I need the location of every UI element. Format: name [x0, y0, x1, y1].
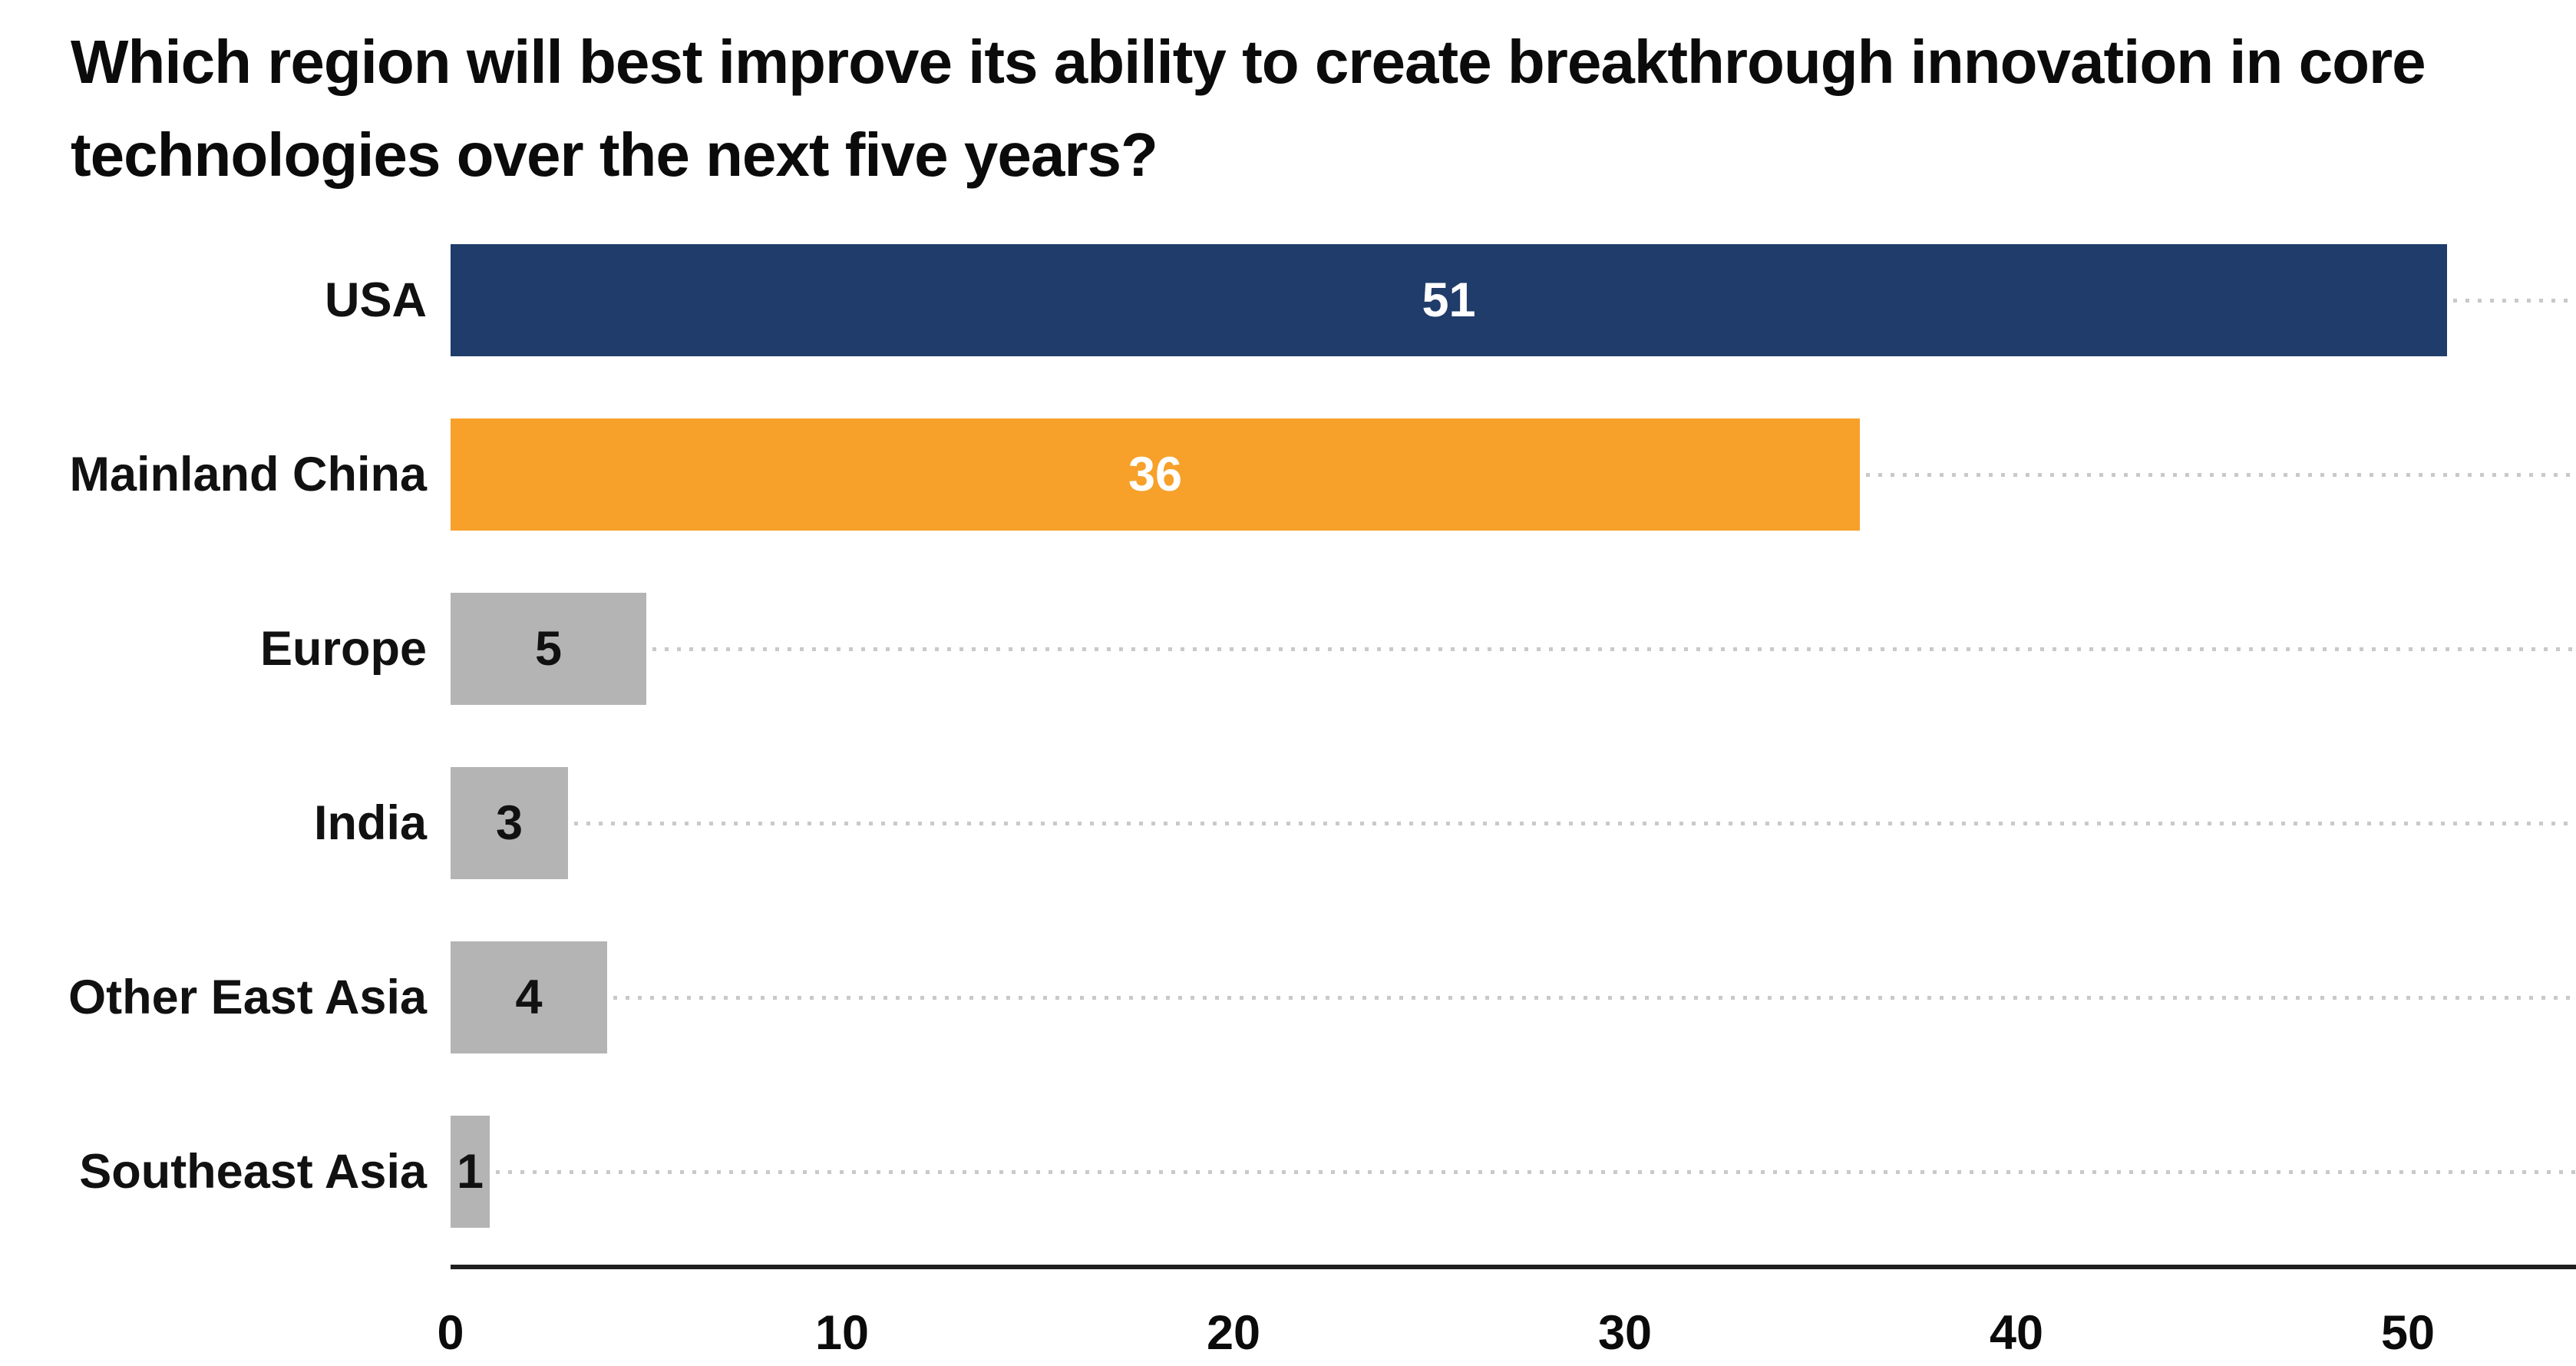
category-label: USA — [324, 273, 427, 327]
category-label: Europe — [259, 622, 427, 676]
bar-southeast-asia: 1 — [451, 1116, 490, 1228]
bar-mainland-china: 36 — [451, 418, 1860, 531]
gridline-dotted — [2453, 299, 2576, 303]
category-label: Southeast Asia — [79, 1145, 427, 1199]
x-axis-tick-label: 10 — [814, 1306, 870, 1360]
value-label: 3 — [495, 796, 523, 850]
value-label: 51 — [1422, 273, 1476, 327]
x-axis-tick-label: 40 — [1989, 1306, 2044, 1360]
x-axis-tick-label: 20 — [1206, 1306, 1261, 1360]
x-axis-tick-label: 0 — [437, 1306, 464, 1360]
value-label: 1 — [456, 1145, 484, 1199]
gridline-dotted — [1866, 473, 2576, 477]
value-label: 36 — [1128, 448, 1183, 501]
x-axis-tick-label: 50 — [2380, 1306, 2436, 1360]
gridline-dotted — [652, 647, 2576, 651]
bar-europe: 5 — [451, 593, 646, 705]
chart-title-line1: Which region will best improve its abili… — [71, 28, 2426, 96]
x-axis-tick-label: 30 — [1597, 1306, 1653, 1360]
gridline-dotted — [613, 996, 2576, 1000]
bar-usa: 51 — [451, 244, 2447, 356]
bar-other-east-asia: 4 — [451, 941, 607, 1053]
gridline-dotted — [574, 822, 2576, 825]
x-axis-line — [451, 1265, 2576, 1269]
gridline-dotted — [496, 1170, 2576, 1174]
value-label: 5 — [534, 622, 563, 676]
bar-india: 3 — [451, 767, 568, 879]
category-label: Mainland China — [69, 448, 427, 501]
category-label: India — [313, 796, 427, 850]
chart-title-line2: technologies over the next five years? — [71, 121, 1158, 189]
category-label: Other East Asia — [68, 971, 427, 1024]
chart-title: Which region will best improve its abili… — [71, 15, 2426, 201]
value-label: 4 — [515, 971, 543, 1024]
